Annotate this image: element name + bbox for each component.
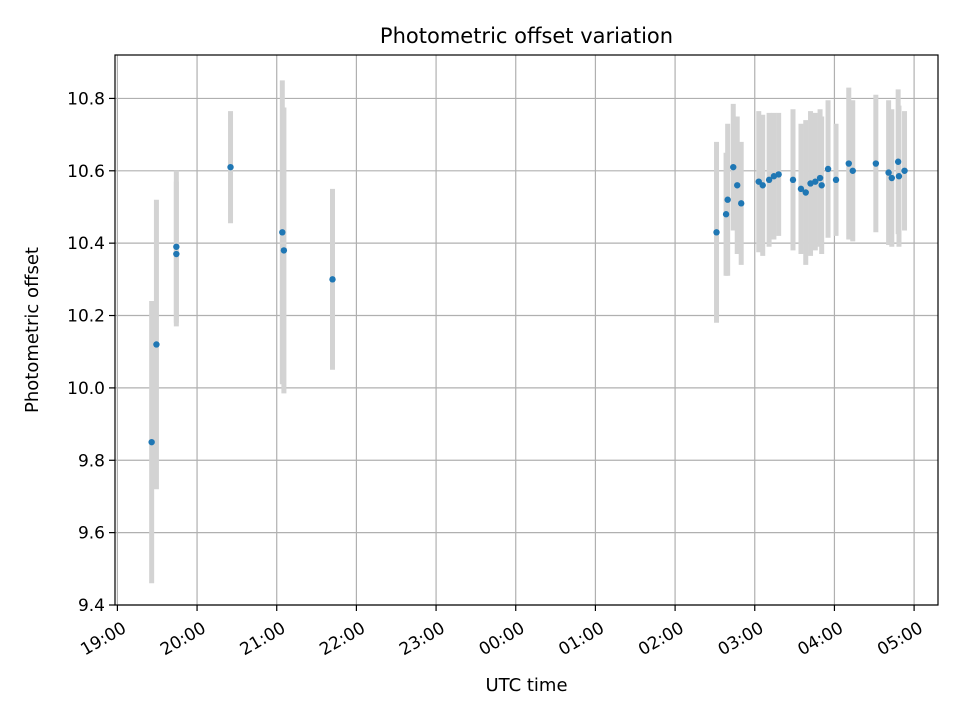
data-point: [802, 189, 809, 196]
x-tick-label: 01:00: [555, 618, 607, 660]
x-tick-label: 23:00: [396, 618, 448, 660]
x-tick-label: 22:00: [316, 618, 368, 660]
x-axis-ticks: 19:00 20:00 21:00 22:00 23:00 00:00 01:00 02:00…: [77, 605, 927, 660]
x-tick-label: 02:00: [635, 618, 687, 660]
data-point: [227, 163, 234, 171]
y-axis-ticks: 9.4 9.6 9.8 10.0 10.2 10.4 10.6 10.8: [67, 89, 115, 616]
data-point: [279, 229, 286, 236]
data-point: [724, 196, 731, 203]
data-point: [849, 167, 856, 174]
data-point: [816, 174, 824, 182]
error-bars: [149, 80, 908, 584]
data-point: [713, 229, 720, 236]
data-point: [789, 176, 797, 184]
data-point: [765, 176, 773, 184]
chart-title: Photometric offset variation: [380, 24, 673, 48]
data-point: [148, 438, 155, 446]
x-tick-label: 04:00: [794, 618, 846, 660]
y-tick-label: 9.6: [78, 524, 105, 544]
y-tick-label: 10.6: [67, 162, 105, 182]
data-point: [153, 341, 160, 348]
data-point: [901, 167, 908, 174]
data-point: [872, 160, 880, 167]
x-tick-label: 00:00: [476, 618, 528, 660]
data-point: [730, 163, 737, 171]
data-point: [885, 169, 892, 176]
x-tick-label: 20:00: [157, 618, 209, 660]
x-tick-label: 21:00: [237, 618, 289, 660]
data-point: [895, 173, 903, 180]
x-tick-label: 03:00: [715, 618, 767, 660]
data-point: [738, 200, 745, 207]
y-axis-label: Photometric offset: [22, 247, 43, 413]
y-tick-label: 10.2: [67, 307, 105, 327]
y-tick-label: 9.4: [78, 596, 105, 616]
data-point: [812, 178, 819, 185]
x-tick-label: 19:00: [77, 618, 129, 660]
data-point: [818, 182, 825, 189]
data-points: [148, 158, 908, 446]
x-tick-label: 05:00: [874, 618, 926, 660]
x-axis-label: UTC time: [485, 675, 567, 696]
data-point: [845, 160, 852, 167]
data-point: [173, 250, 180, 258]
data-point: [722, 211, 730, 218]
data-point: [888, 174, 895, 182]
plot-frame: [114, 54, 939, 606]
data-point: [329, 276, 336, 283]
data-point: [759, 182, 766, 189]
data-point: [173, 243, 180, 250]
y-tick-label: 10.0: [67, 379, 105, 399]
data-point: [280, 247, 288, 254]
data-point: [824, 165, 832, 173]
data-point: [734, 182, 741, 189]
y-tick-label: 10.4: [67, 234, 105, 254]
data-point: [775, 171, 782, 178]
data-point: [832, 176, 840, 184]
y-tick-label: 9.8: [78, 451, 105, 471]
y-tick-label: 10.8: [67, 89, 105, 109]
data-point: [797, 185, 805, 193]
data-point: [894, 158, 902, 165]
